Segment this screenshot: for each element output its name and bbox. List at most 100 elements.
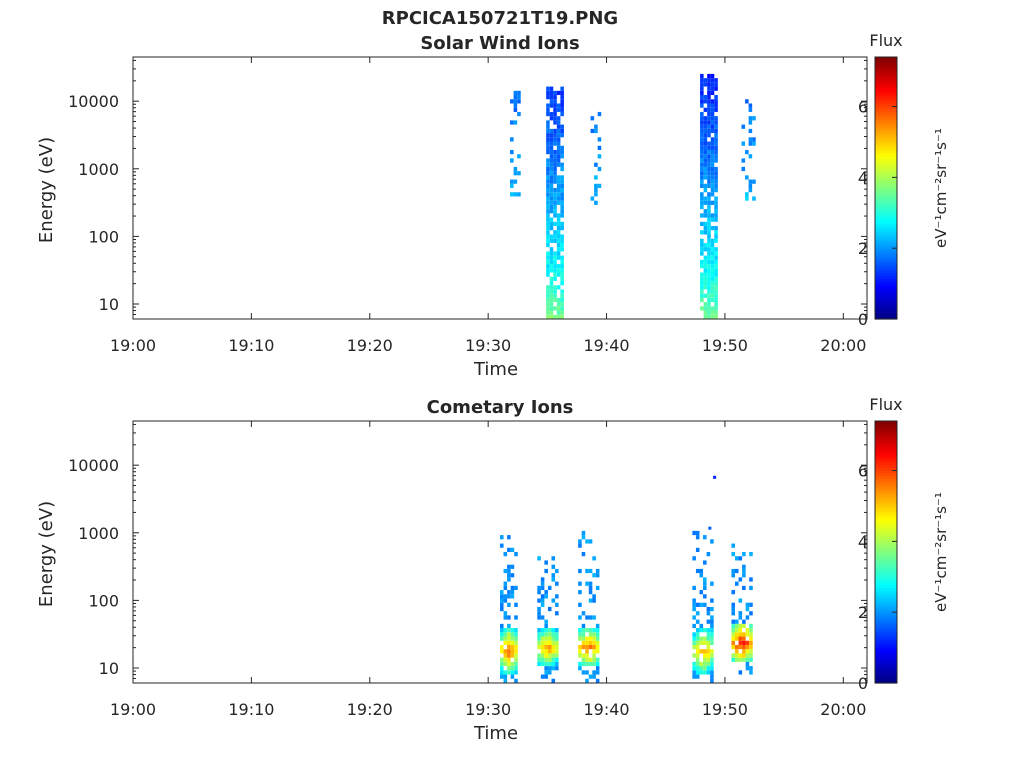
flux-cell (714, 99, 718, 104)
x-tick-label: 19:50 (702, 336, 748, 355)
flux-cell (500, 661, 504, 667)
flux-cell (692, 632, 696, 637)
flux-cell (695, 674, 700, 679)
flux-cell (738, 640, 743, 645)
panel-title: Cometary Ions (427, 397, 574, 418)
flux-cell (714, 120, 718, 125)
flux-cell (595, 657, 600, 662)
flux-cell (707, 230, 711, 235)
flux-cell (553, 200, 557, 205)
colorbar-band (875, 557, 897, 561)
flux-cell (700, 213, 704, 218)
flux-cell (556, 179, 561, 184)
flux-cell (708, 526, 712, 530)
colorbar-band (875, 614, 897, 619)
flux-cell (714, 289, 718, 294)
flux-cell (537, 640, 541, 645)
colorbar-band (875, 207, 897, 211)
flux-cell (556, 238, 561, 243)
colorbar-band (875, 188, 897, 192)
flux-cell (703, 670, 707, 675)
flux-cell (510, 120, 514, 125)
flux-cell (700, 95, 704, 100)
flux-cell (549, 171, 554, 176)
flux-cell (556, 154, 561, 159)
colorbar-band (875, 196, 897, 200)
colorbar-tick-label: 4 (858, 532, 868, 551)
flux-cell (544, 623, 548, 629)
flux-cell (710, 670, 714, 675)
flux-cell (707, 158, 711, 163)
flux-cell (742, 640, 746, 645)
colorbar-band (875, 280, 897, 285)
flux-cell (699, 636, 704, 641)
flux-cell (510, 547, 515, 552)
flux-cell (710, 259, 715, 265)
colorbar-band (875, 302, 897, 306)
flux-cell (546, 268, 550, 273)
flux-cell (500, 666, 504, 671)
flux-cell (546, 209, 550, 214)
flux-cell (549, 251, 554, 256)
flux-cell (551, 573, 556, 578)
flux-cell (714, 141, 718, 146)
flux-cell (692, 640, 696, 645)
flux-cell (714, 137, 718, 142)
flux-cell (544, 560, 548, 565)
flux-cell (710, 678, 714, 683)
flux-cell (585, 628, 589, 633)
colorbar-band (875, 644, 897, 649)
flux-cell (540, 632, 545, 637)
flux-cell (549, 310, 554, 315)
colorbar-band (875, 642, 897, 646)
colorbar-band (875, 256, 897, 260)
colorbar-band (875, 174, 897, 178)
flux-cell (714, 247, 718, 252)
flux-cell (553, 95, 557, 100)
flux-cell (581, 530, 586, 536)
flux-cell (692, 623, 696, 629)
flux-cell (700, 103, 704, 108)
colorbar-band (875, 464, 897, 468)
flux-cell (742, 552, 746, 557)
flux-cell (749, 649, 753, 654)
flux-cell (592, 628, 596, 633)
flux-cell (551, 649, 556, 654)
flux-cell (547, 640, 552, 645)
flux-cell (592, 598, 596, 603)
flux-cell (546, 183, 550, 188)
flux-cell (692, 666, 696, 671)
flux-cell (700, 259, 704, 265)
flux-cell (585, 568, 589, 574)
flux-cell (692, 615, 696, 620)
flux-cell (547, 666, 552, 671)
colorbar-band (875, 497, 897, 501)
colorbar-band (875, 87, 897, 91)
flux-cell (546, 86, 550, 91)
flux-cell (595, 568, 600, 574)
flux-cell (588, 640, 593, 645)
flux-cell (741, 124, 746, 129)
colorbar-band (875, 423, 897, 428)
flux-cell (556, 192, 561, 197)
flux-cell (546, 196, 550, 201)
colorbar-band (875, 617, 897, 621)
flux-cell (553, 171, 557, 176)
flux-cell (546, 120, 550, 125)
flux-cell (714, 306, 718, 311)
flux-cell (556, 268, 561, 273)
flux-cell (560, 192, 564, 197)
flux-cell (540, 653, 545, 658)
flux-cell (707, 238, 711, 243)
flux-cell (710, 649, 714, 654)
flux-cell (731, 644, 735, 650)
flux-cell (707, 175, 711, 180)
y-tick-label: 1000 (78, 160, 119, 179)
flux-cell (547, 644, 552, 650)
flux-cell (553, 162, 557, 167)
flux-cell (707, 111, 711, 117)
flux-cell (553, 276, 557, 281)
flux-cell (551, 678, 556, 683)
colorbar-band (875, 543, 897, 548)
flux-cell (585, 640, 589, 645)
